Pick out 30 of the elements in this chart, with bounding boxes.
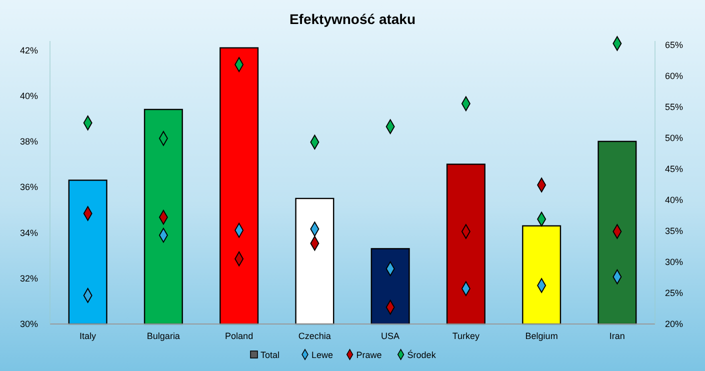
y-tick-label: 32% [20,274,38,284]
y2-tick-label: 35% [665,226,684,236]
y2-tick-label: 30% [665,257,684,268]
y-tick-label: 40% [20,90,38,101]
x-tick-label: Iran [609,331,625,341]
x-tick-label: Czechia [298,331,331,341]
y2-tick-label: 45% [665,164,684,174]
y2-tick-label: 20% [665,319,684,330]
x-tick-label: Poland [225,331,254,341]
y-tick-label: 34% [20,228,38,238]
y-tick-label: 42% [20,45,38,56]
y-tick-label: 36% [20,182,38,192]
y-tick-label: 38% [20,136,38,147]
y2-tick-label: 65% [665,40,684,50]
chart-title: Efektywność ataku [289,11,416,27]
y2-tick-label: 60% [665,70,684,81]
y2-tick-label: 50% [665,132,684,143]
x-tick-label: Italy [80,331,97,341]
x-tick-label: Bulgaria [146,331,180,341]
x-tick-label: Belgium [525,331,558,341]
x-tick-label: Turkey [452,331,480,341]
y-tick-label: 30% [20,319,38,330]
legend-label: Środek [407,349,436,360]
legend-label: Lewe [312,350,334,360]
y2-tick-label: 25% [665,288,684,298]
y2-tick-label: 40% [665,195,684,206]
x-tick-label: USA [381,331,400,341]
legend-label: Prawe [356,350,382,360]
legend-label: Total [260,350,280,360]
y2-tick-label: 55% [665,102,684,112]
